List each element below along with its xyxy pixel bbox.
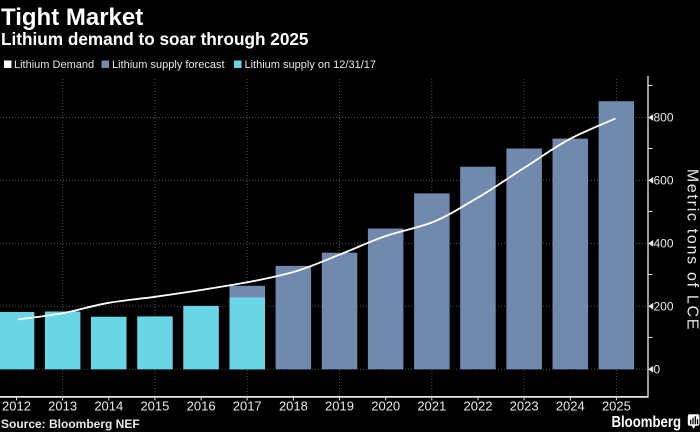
svg-text:2015: 2015	[140, 399, 169, 414]
svg-text:2018: 2018	[279, 399, 308, 414]
svg-text:Source: Bloomberg NEF: Source: Bloomberg NEF	[1, 417, 140, 431]
svg-text:400: 400	[654, 237, 674, 251]
svg-text:2017: 2017	[233, 399, 262, 414]
svg-text:2014: 2014	[94, 399, 123, 414]
svg-text:Lithium Demand: Lithium Demand	[14, 59, 94, 71]
svg-text:2013: 2013	[48, 399, 77, 414]
svg-text:0: 0	[654, 363, 661, 377]
svg-text:800: 800	[654, 111, 674, 125]
svg-text:600: 600	[654, 174, 674, 188]
svg-text:2020: 2020	[371, 399, 400, 414]
svg-text:Metric tons of LCE: Metric tons of LCE	[684, 169, 700, 331]
svg-text:2016: 2016	[187, 399, 216, 414]
svg-text:200: 200	[654, 300, 674, 314]
svg-text:Lithium supply forecast: Lithium supply forecast	[112, 59, 225, 71]
svg-text:2021: 2021	[417, 399, 446, 414]
svg-text:2025: 2025	[602, 399, 631, 414]
svg-text:Lithium demand to soar through: Lithium demand to soar through 2025	[1, 29, 309, 49]
svg-text:Bloomberg: Bloomberg	[612, 414, 681, 431]
svg-text:2022: 2022	[464, 399, 493, 414]
svg-text:Tight Market: Tight Market	[1, 4, 143, 31]
svg-text:Lithium supply on 12/31/17: Lithium supply on 12/31/17	[245, 59, 376, 71]
svg-text:2023: 2023	[510, 399, 539, 414]
svg-text:2024: 2024	[556, 399, 585, 414]
svg-text:2019: 2019	[325, 399, 354, 414]
svg-text:2012: 2012	[2, 399, 31, 414]
